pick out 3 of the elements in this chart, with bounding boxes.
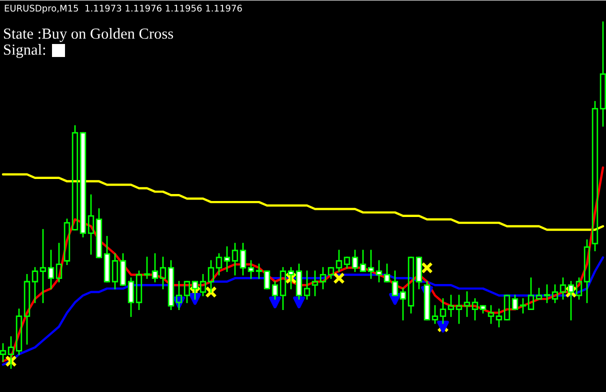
annotation: State :Buy on Golden Cross xyxy=(4,28,174,42)
chart-title: EURUSDpro,M15 1.11973 1.11976 1.11956 1.11976 xyxy=(4,4,242,14)
annotation: Signal: xyxy=(4,44,46,58)
